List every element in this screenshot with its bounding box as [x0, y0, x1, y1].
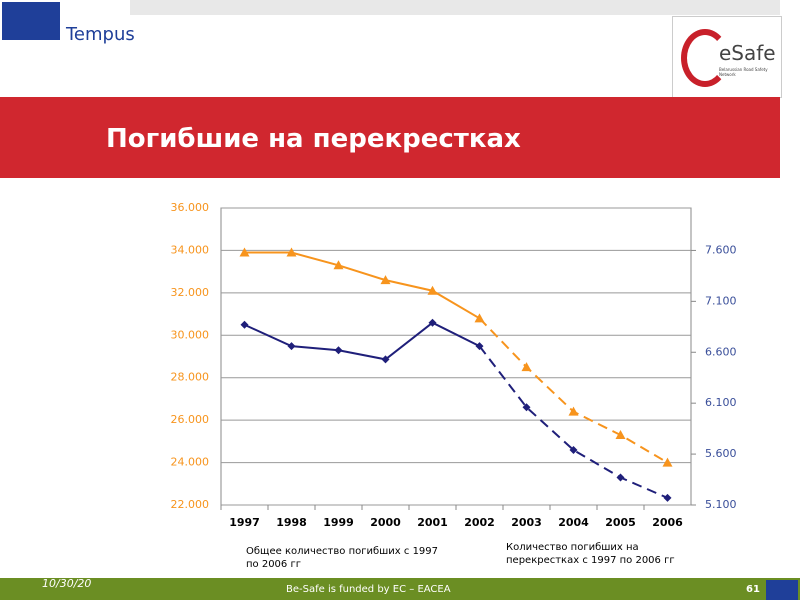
- point: [663, 493, 672, 502]
- x-tick-label: 1997: [229, 516, 260, 529]
- legend-label: Общее количество погибших с 1997 по 2006…: [246, 546, 439, 570]
- point: [286, 247, 297, 257]
- logo-shape: [681, 29, 729, 87]
- point: [427, 285, 438, 295]
- point: [428, 318, 437, 327]
- point: [240, 320, 249, 329]
- point: [474, 313, 485, 323]
- point: [615, 429, 626, 439]
- y2-tick-label: 7.600: [705, 243, 737, 256]
- y-tick-label: 30.000: [171, 328, 210, 341]
- series-line: [478, 345, 668, 499]
- point: [522, 403, 531, 412]
- esafe-subtitle: Belarussian Road Safety Network: [719, 67, 768, 77]
- point: [239, 247, 250, 257]
- point: [568, 406, 579, 416]
- point: [662, 457, 673, 467]
- point: [287, 342, 296, 351]
- x-tick-label: 2001: [417, 516, 448, 529]
- point: [521, 362, 532, 372]
- y-tick-label: 24.000: [171, 456, 210, 469]
- y2-tick-label: 6.100: [705, 396, 737, 409]
- page-number: 61: [746, 584, 760, 595]
- top-bar: [130, 0, 780, 15]
- point: [381, 355, 390, 364]
- x-tick-label: 2002: [464, 516, 495, 529]
- footer-funding: Be-Safe is funded by EC – EACEA: [286, 584, 451, 595]
- x-tick-label: 1999: [323, 516, 354, 529]
- point: [475, 342, 484, 351]
- point: [333, 260, 344, 270]
- point: [569, 446, 578, 455]
- y-tick-label: 26.000: [171, 413, 210, 426]
- point: [334, 346, 343, 355]
- y-tick-label: 36.000: [171, 201, 210, 214]
- eu-flag-small: [766, 580, 798, 600]
- footer-bar: [0, 578, 800, 600]
- series-line: [244, 321, 480, 361]
- y2-tick-label: 5.600: [705, 447, 737, 460]
- eu-flag: [2, 2, 60, 40]
- y-tick-label: 34.000: [171, 243, 210, 256]
- title-band: [0, 97, 780, 178]
- x-tick-label: 2004: [558, 516, 589, 529]
- y-tick-label: 32.000: [171, 286, 210, 299]
- legend: [200, 540, 705, 585]
- y-tick-label: 22.000: [171, 498, 210, 511]
- x-tick-label: 2006: [652, 516, 683, 529]
- slide-title: Погибшие на перекрестках: [106, 124, 521, 154]
- series-line: [244, 251, 481, 320]
- legend-label: Количество погибших на перекрестках с 19…: [506, 542, 675, 566]
- tempus-logo: Tempus: [66, 24, 135, 45]
- point: [380, 275, 391, 285]
- x-tick-label: 1998: [276, 516, 307, 529]
- point: [616, 473, 625, 482]
- y2-tick-label: 6.600: [705, 345, 737, 358]
- plot-area: [220, 207, 692, 506]
- y-tick-label: 28.000: [171, 371, 210, 384]
- y2-tick-label: 5.100: [705, 498, 737, 511]
- footer-date: 10/30/20: [42, 577, 92, 590]
- x-tick-label: 2000: [370, 516, 401, 529]
- x-tick-label: 2003: [511, 516, 542, 529]
- esafe-text: eSafe: [719, 41, 776, 65]
- x-tick-label: 2005: [605, 516, 636, 529]
- y2-tick-label: 7.100: [705, 294, 737, 307]
